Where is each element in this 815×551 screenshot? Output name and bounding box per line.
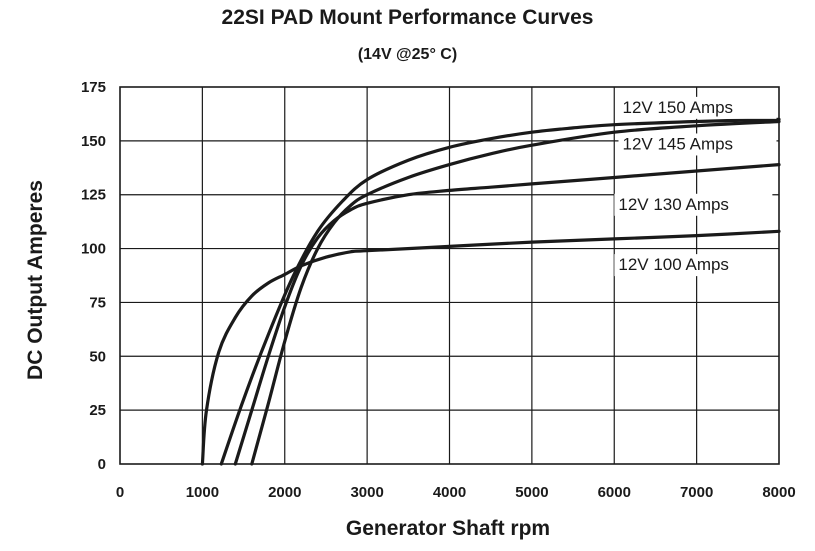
chart-title: 22SI PAD Mount Performance Curves	[221, 6, 594, 29]
y-tick-label: 25	[89, 402, 106, 419]
y-tick-label: 175	[81, 79, 106, 96]
series-line	[200, 229, 781, 466]
x-tick-label: 2000	[268, 484, 301, 501]
series-line	[233, 163, 781, 466]
series-label: 12V 100 Amps	[618, 255, 729, 274]
x-tick-label: 1000	[186, 484, 219, 501]
series-line	[250, 119, 781, 466]
y-axis-label: DC Output Amperes	[24, 180, 47, 380]
x-tick-label: 3000	[350, 484, 383, 501]
y-tick-label: 100	[81, 241, 106, 258]
x-tick-label: 8000	[762, 484, 795, 501]
series-lines	[200, 117, 781, 466]
x-tick-label: 4000	[433, 484, 466, 501]
series-label: 12V 150 Amps	[622, 98, 733, 117]
x-tick-label: 7000	[680, 484, 713, 501]
x-tick-label: 0	[116, 484, 124, 501]
series-label: 12V 130 Amps	[618, 195, 729, 214]
chart-subtitle: (14V @25° C)	[357, 46, 458, 63]
x-tick-labels: 0 1000 2000 3000 4000 5000 6000 7000 8000	[116, 484, 796, 501]
series-line	[219, 117, 781, 466]
y-tick-label: 150	[81, 133, 106, 150]
series-label-bg	[614, 193, 773, 216]
y-tick-label: 50	[89, 348, 106, 365]
x-tick-label: 5000	[515, 484, 548, 501]
series-label-bg	[618, 133, 777, 156]
series-label-bg	[614, 254, 773, 277]
x-tick-label: 6000	[598, 484, 631, 501]
series-labels: 12V 150 Amps 12V 145 Amps 12V 130 Amps 12V …	[614, 96, 777, 277]
x-axis-label: Generator Shaft rpm	[346, 517, 550, 540]
y-tick-label: 0	[98, 456, 106, 473]
y-tick-label: 75	[89, 294, 106, 311]
y-tick-labels: 0 25 50 75 100 125 150 175	[81, 79, 106, 473]
series-label-bg	[618, 96, 777, 119]
series-label: 12V 145 Amps	[622, 134, 733, 153]
y-tick-label: 125	[81, 187, 106, 204]
